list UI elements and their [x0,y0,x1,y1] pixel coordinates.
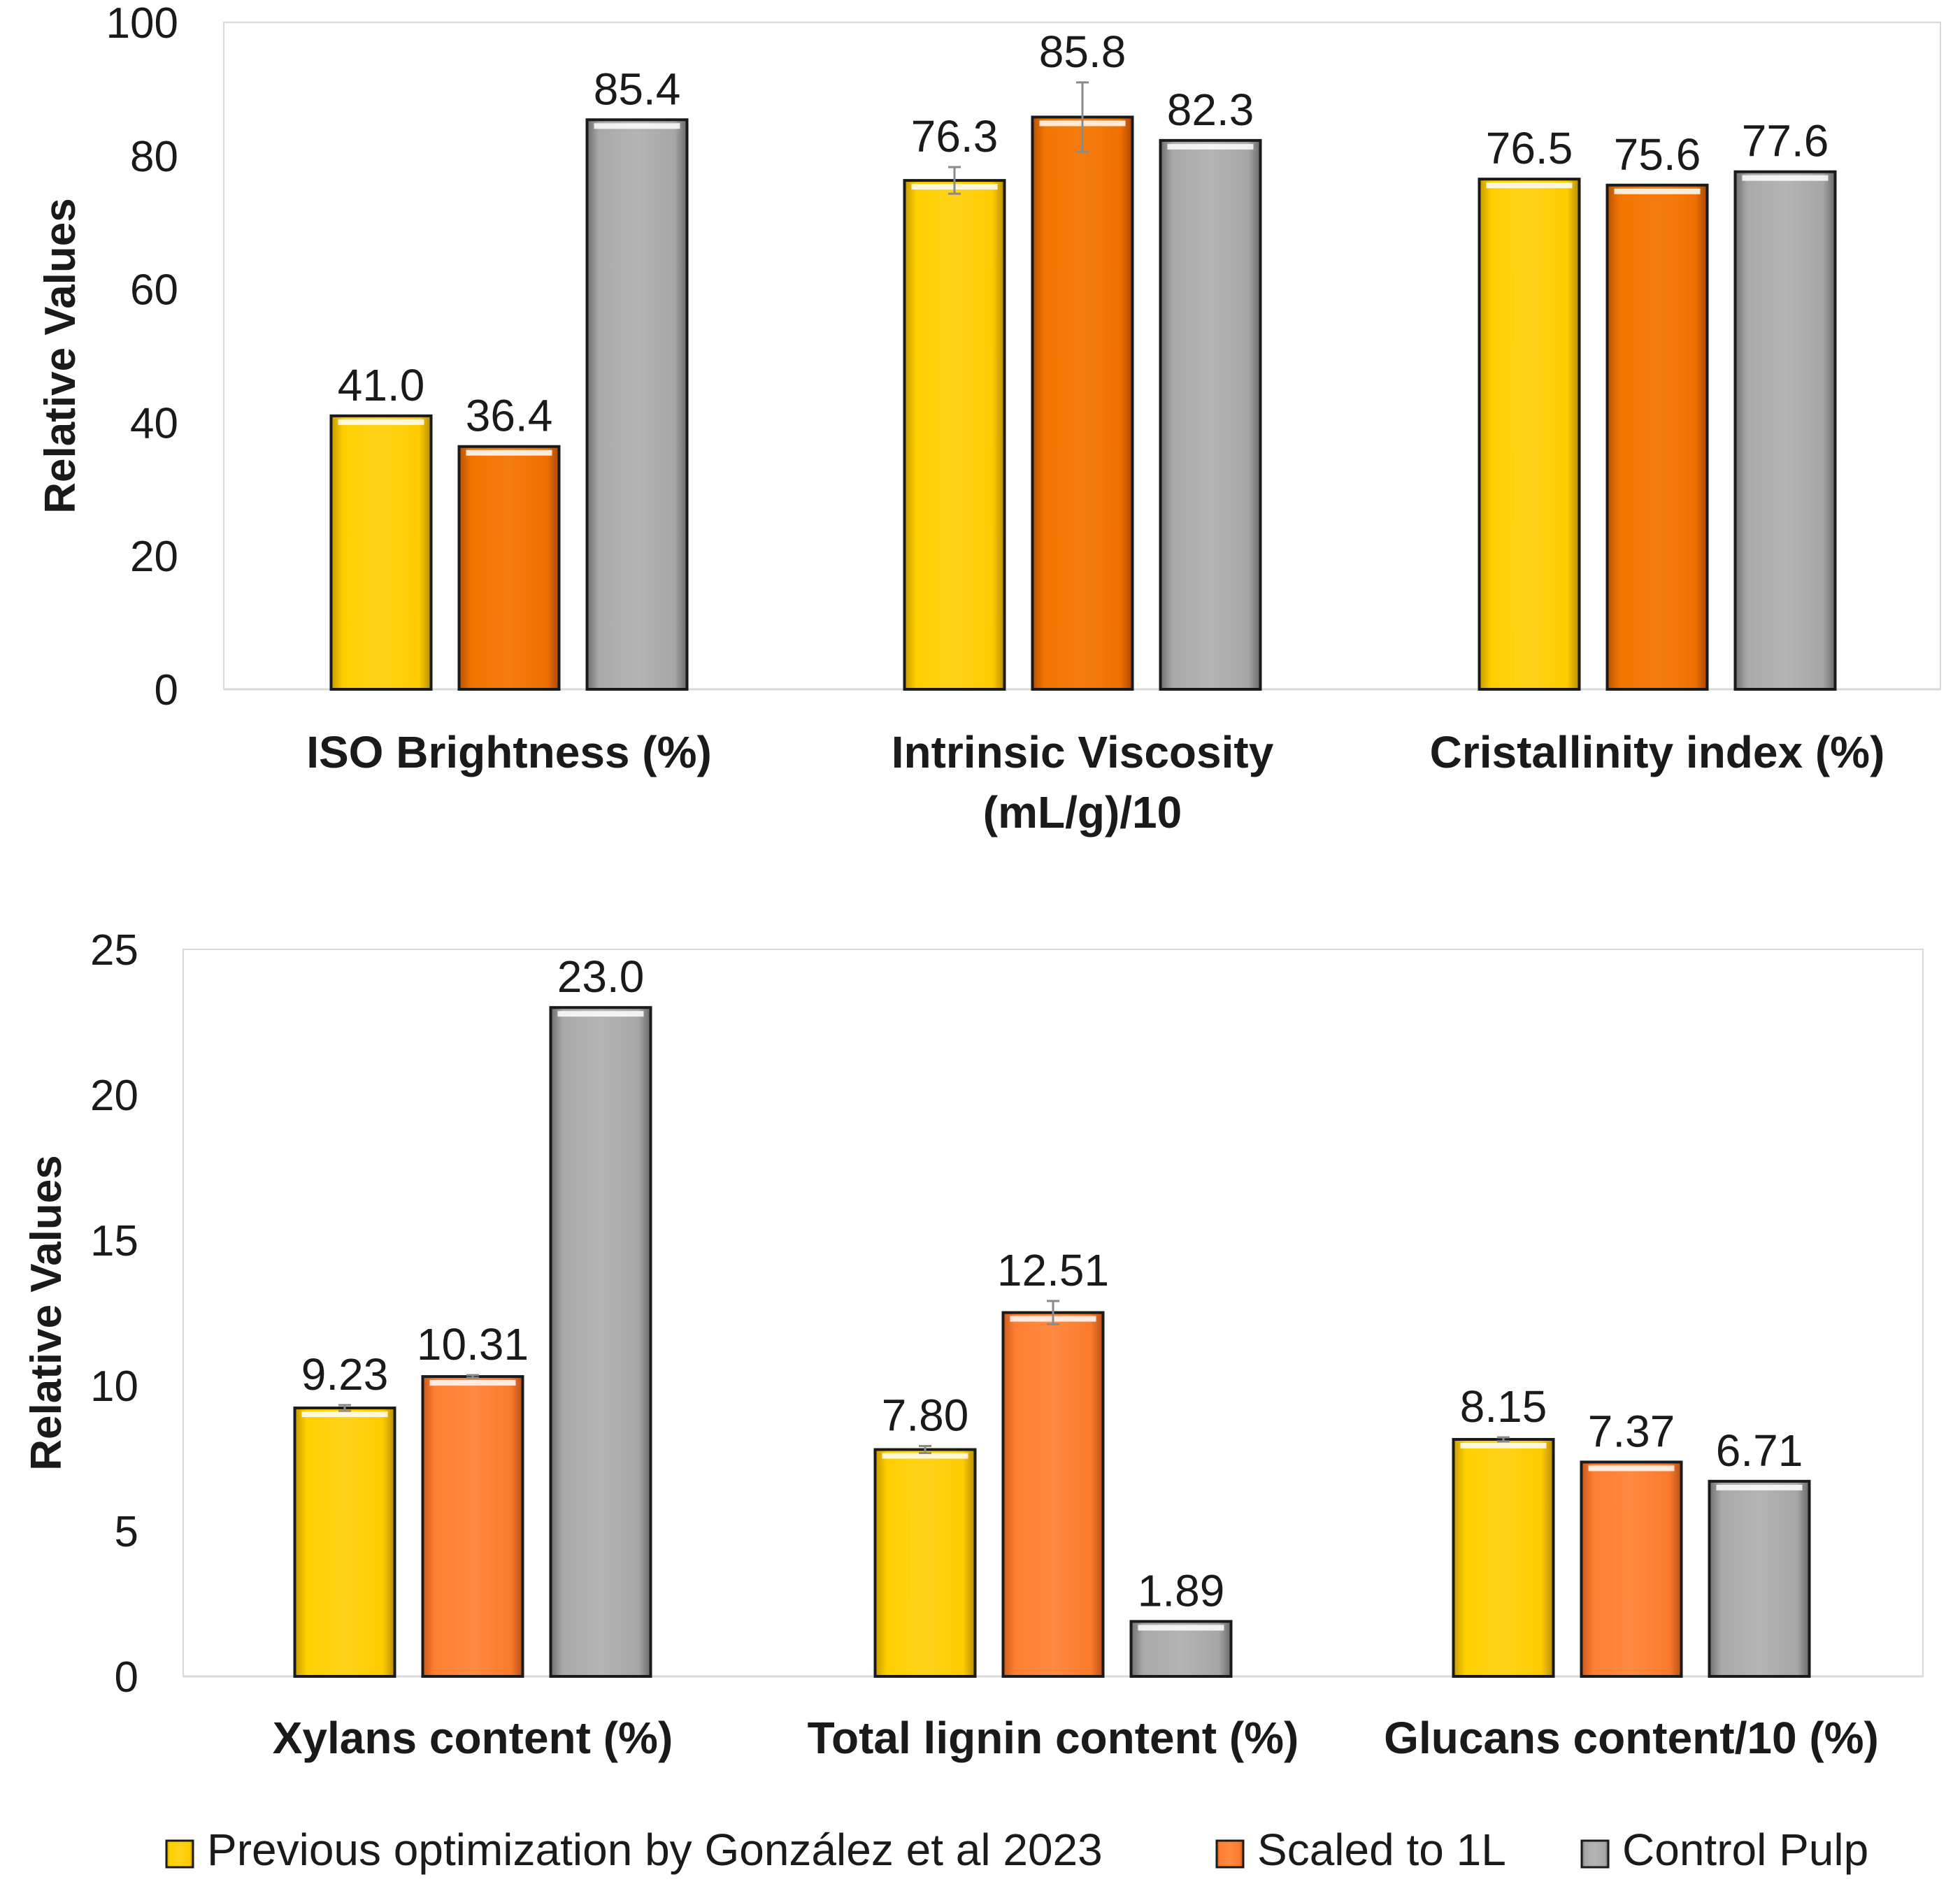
data-label: 82.3 [1167,85,1254,135]
data-label: 36.4 [466,391,553,441]
bar [1031,115,1134,691]
legend-swatch-control [1580,1839,1610,1869]
legend-label-control: Control Pulp [1622,1825,1868,1875]
data-label: 76.5 [1486,123,1573,173]
chart-bottom: 0 5 10 15 20 25 Relative Values 9.23 10.31 23.0 Xy… [22,926,1924,1763]
y-tick-label: 0 [115,1653,138,1702]
bar [873,1448,977,1678]
bar-highlight [1614,188,1701,194]
legend-swatch-scaled [1215,1839,1245,1869]
data-label: 7.80 [882,1390,969,1441]
chart-top: 0 20 40 60 80 100 Relative Values 41.0 36.4 85.4 I… [36,0,1941,837]
y-tick-label: 15 [90,1217,138,1265]
data-label: 85.8 [1039,27,1126,77]
y-tick-label: 10 [90,1362,138,1411]
data-label: 6.71 [1716,1425,1803,1476]
bar-highlight [466,450,552,456]
data-label: 23.0 [557,951,645,1002]
bar-highlight [1460,1442,1547,1448]
data-label: 76.3 [911,111,999,161]
legend-label-scaled: Scaled to 1L [1257,1825,1506,1875]
category-label: Total lignin content (%) [808,1713,1299,1763]
data-label: 7.37 [1588,1406,1675,1456]
data-label: 9.23 [301,1349,389,1400]
category-label: Cristallinity index (%) [1430,727,1885,777]
bar [1129,1620,1233,1678]
y-tick-label: 40 [130,399,178,447]
data-label: 77.6 [1742,116,1829,166]
category-label: Intrinsic Viscosity [892,727,1274,777]
legend-label-previous: Previous optimization by González et al … [207,1825,1103,1875]
bar-highlight [429,1380,516,1386]
bar-highlight [594,123,680,129]
bar [1708,1479,1811,1678]
bar-highlight [301,1411,388,1418]
bar-highlight [1742,175,1829,181]
data-label: 10.31 [417,1319,529,1369]
y-axis-label: Relative Values [36,198,85,514]
bar-highlight [882,1453,968,1459]
bar [1452,1437,1555,1678]
legend: Previous optimization by González et al … [165,1825,1868,1875]
y-tick-label: 20 [130,533,178,581]
bar [1733,170,1837,691]
legend-swatch-previous [165,1839,194,1869]
y-tick-label: 0 [155,666,178,714]
category-label: (mL/g)/10 [983,787,1182,837]
bar [1478,178,1581,691]
y-tick-label: 100 [106,0,178,48]
data-label: 12.51 [997,1245,1109,1295]
bar-highlight [557,1011,644,1017]
bar-highlight [338,419,424,425]
bar [549,1006,652,1678]
data-label: 8.15 [1460,1381,1547,1432]
data-label: 75.6 [1614,129,1701,180]
data-label: 1.89 [1138,1565,1225,1616]
bar [1159,138,1262,691]
bar-highlight [1167,143,1254,150]
bar [903,179,1006,691]
y-tick-label: 25 [90,926,138,975]
category-label: Xylans content (%) [273,1713,673,1763]
bar [457,445,561,691]
data-label: 41.0 [338,360,425,410]
y-tick-label: 5 [115,1508,138,1556]
data-label: 85.4 [594,64,681,114]
y-tick-label: 60 [130,266,178,315]
bar [1580,1460,1683,1678]
bar [421,1375,524,1678]
bar [585,118,689,691]
y-tick-label: 20 [90,1072,138,1120]
bar-highlight [1486,182,1573,189]
bar [1001,1311,1105,1678]
bar-highlight [1716,1484,1803,1490]
bar [329,414,433,691]
bar [293,1407,396,1678]
bar [1605,183,1709,691]
bar-highlight [1588,1465,1675,1472]
category-label: ISO Brightness (%) [306,727,712,777]
category-label: Glucans content/10 (%) [1384,1713,1879,1763]
y-axis-label: Relative Values [22,1155,71,1471]
bar-highlight [1138,1625,1224,1631]
y-tick-label: 80 [130,133,178,181]
